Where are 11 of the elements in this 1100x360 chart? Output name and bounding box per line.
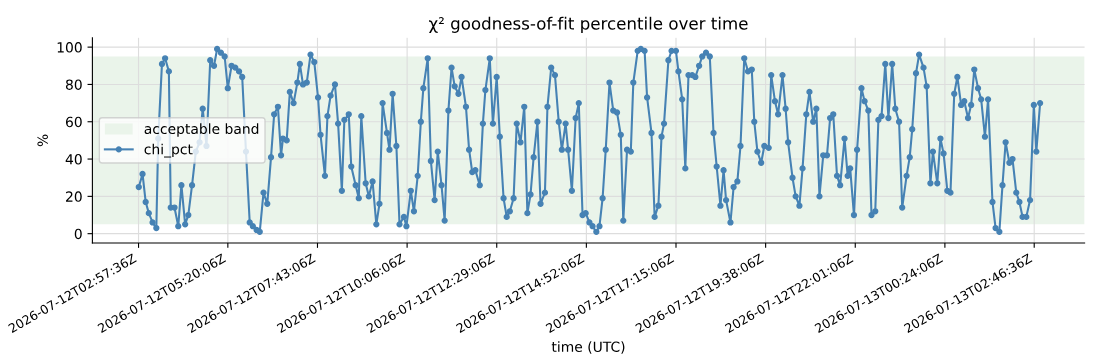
y-tick-label: 20 [66,191,82,202]
y-tick-label: 0 [74,228,82,240]
x-axis-title: time (UTC) [551,341,625,354]
y-axis-title: % [37,134,48,147]
legend-label: chi_pct [144,143,193,158]
y-tick-label: 100 [57,42,82,53]
band-label: acceptable band [144,123,259,137]
y-tick-label: 40 [65,154,82,165]
y-tick-label: 80 [65,79,82,90]
y-tick-label: 60 [65,116,82,128]
chart-title: χ² goodness-of-fit percentile over time [429,16,748,33]
